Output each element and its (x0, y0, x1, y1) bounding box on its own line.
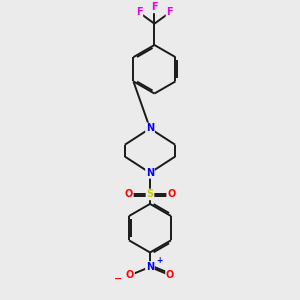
Text: S: S (146, 189, 154, 200)
Text: −: − (114, 274, 122, 284)
Text: O: O (124, 189, 133, 200)
Text: +: + (156, 256, 162, 265)
Text: F: F (136, 8, 142, 17)
Text: F: F (167, 8, 173, 17)
Text: N: N (146, 262, 154, 272)
Text: F: F (151, 2, 158, 12)
Text: O: O (167, 189, 176, 200)
Text: O: O (166, 270, 174, 280)
Text: O: O (126, 270, 134, 280)
Text: N: N (146, 168, 154, 178)
Text: N: N (146, 124, 154, 134)
